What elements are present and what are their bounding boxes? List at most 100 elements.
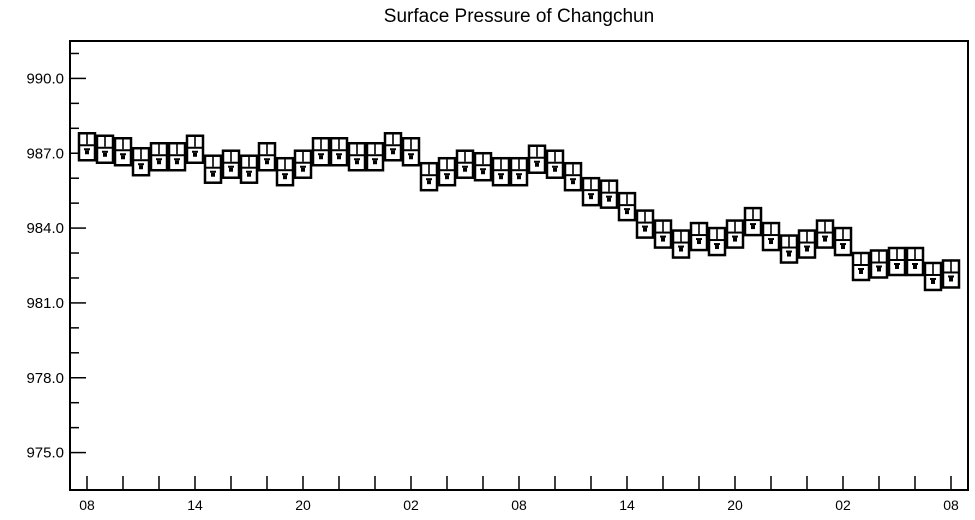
box-median-dot (391, 150, 395, 155)
box-median-dot (139, 165, 143, 170)
box-mark (347, 141, 367, 172)
box-outline (581, 176, 601, 207)
box-outline (653, 219, 673, 249)
box-outline (851, 251, 871, 282)
box-outline (617, 191, 637, 222)
box-median-dot (553, 167, 557, 172)
box-median-dot (229, 167, 233, 172)
box-mark (563, 161, 583, 192)
box-mark (311, 137, 331, 167)
box-outline (347, 141, 367, 172)
box-outline (419, 161, 439, 192)
plot-border (69, 40, 969, 491)
box-outline (365, 141, 385, 172)
box-median-dot (823, 237, 827, 242)
box-mark (401, 137, 421, 167)
box-median-dot (769, 240, 773, 245)
box-mark (707, 226, 727, 257)
box-outline (293, 149, 313, 179)
box-median-dot (85, 150, 89, 155)
box-mark (887, 246, 907, 277)
box-outline (149, 141, 169, 172)
box-median-dot (103, 152, 107, 157)
box-outline (383, 132, 403, 162)
box-median-dot (445, 175, 449, 180)
box-median-dot (211, 172, 215, 177)
box-outline (95, 134, 115, 165)
box-median-dot (715, 245, 719, 250)
box-mark (293, 149, 313, 179)
box-median-dot (679, 247, 683, 252)
box-mark (653, 219, 673, 249)
box-median-dot (571, 180, 575, 185)
box-outline (257, 141, 277, 172)
plot-frame (69, 40, 969, 491)
box-median-dot (301, 167, 305, 172)
box-mark (833, 226, 853, 257)
box-median-dot (859, 269, 863, 274)
box-mark (527, 144, 547, 174)
box-median-dot (265, 160, 269, 165)
box-outline (509, 156, 529, 187)
box-mark (95, 134, 115, 165)
box-mark (617, 191, 637, 222)
x-tick-label: 20 (727, 497, 743, 513)
box-median-dot (661, 237, 665, 242)
box-outline (113, 137, 133, 167)
box-mark (275, 156, 295, 187)
box-outline (689, 221, 709, 252)
box-median-dot (499, 175, 503, 180)
box-median-dot (355, 160, 359, 165)
box-outline (599, 179, 619, 209)
box-median-dot (247, 172, 251, 177)
box-mark (167, 141, 187, 172)
box-mark (581, 176, 601, 207)
box-median-dot (373, 160, 377, 165)
box-median-dot (535, 162, 539, 167)
box-mark (689, 221, 709, 252)
box-median-dot (193, 152, 197, 157)
box-mark (743, 206, 763, 237)
box-mark (725, 219, 745, 249)
box-mark (455, 149, 475, 179)
box-median-dot (805, 247, 809, 252)
box-mark (329, 137, 349, 167)
box-mark (635, 209, 655, 239)
box-outline (131, 146, 151, 177)
box-outline (779, 234, 799, 264)
x-tick-label: 02 (403, 497, 419, 513)
x-tick-label: 14 (619, 497, 635, 513)
box-mark (365, 141, 385, 172)
box-median-dot (283, 175, 287, 180)
box-median-dot (157, 160, 161, 165)
box-outline (401, 137, 421, 167)
box-outline (455, 149, 475, 179)
box-median-dot (337, 155, 341, 160)
box-mark (149, 141, 169, 172)
box-mark (221, 149, 241, 179)
box-mark (851, 251, 871, 282)
box-mark (257, 141, 277, 172)
box-median-dot (949, 277, 953, 282)
box-outline (167, 141, 187, 172)
box-outline (761, 221, 781, 252)
box-outline (329, 137, 349, 167)
box-mark (869, 249, 889, 279)
box-outline (563, 161, 583, 192)
box-outline (833, 226, 853, 257)
box-mark (761, 221, 781, 252)
box-mark (491, 156, 511, 187)
y-tick-label: 975.0 (26, 445, 64, 462)
box-outline (221, 149, 241, 179)
y-tick-label: 990.0 (26, 70, 64, 87)
box-median-dot (481, 170, 485, 175)
x-tick-label: 20 (295, 497, 311, 513)
box-mark (383, 132, 403, 162)
box-mark (923, 261, 943, 292)
box-outline (797, 229, 817, 259)
box-mark (437, 156, 457, 187)
box-outline (923, 261, 943, 292)
x-axis: 08 14 20 02 08 14 20 02 08 (79, 476, 959, 513)
box-mark (815, 219, 835, 249)
